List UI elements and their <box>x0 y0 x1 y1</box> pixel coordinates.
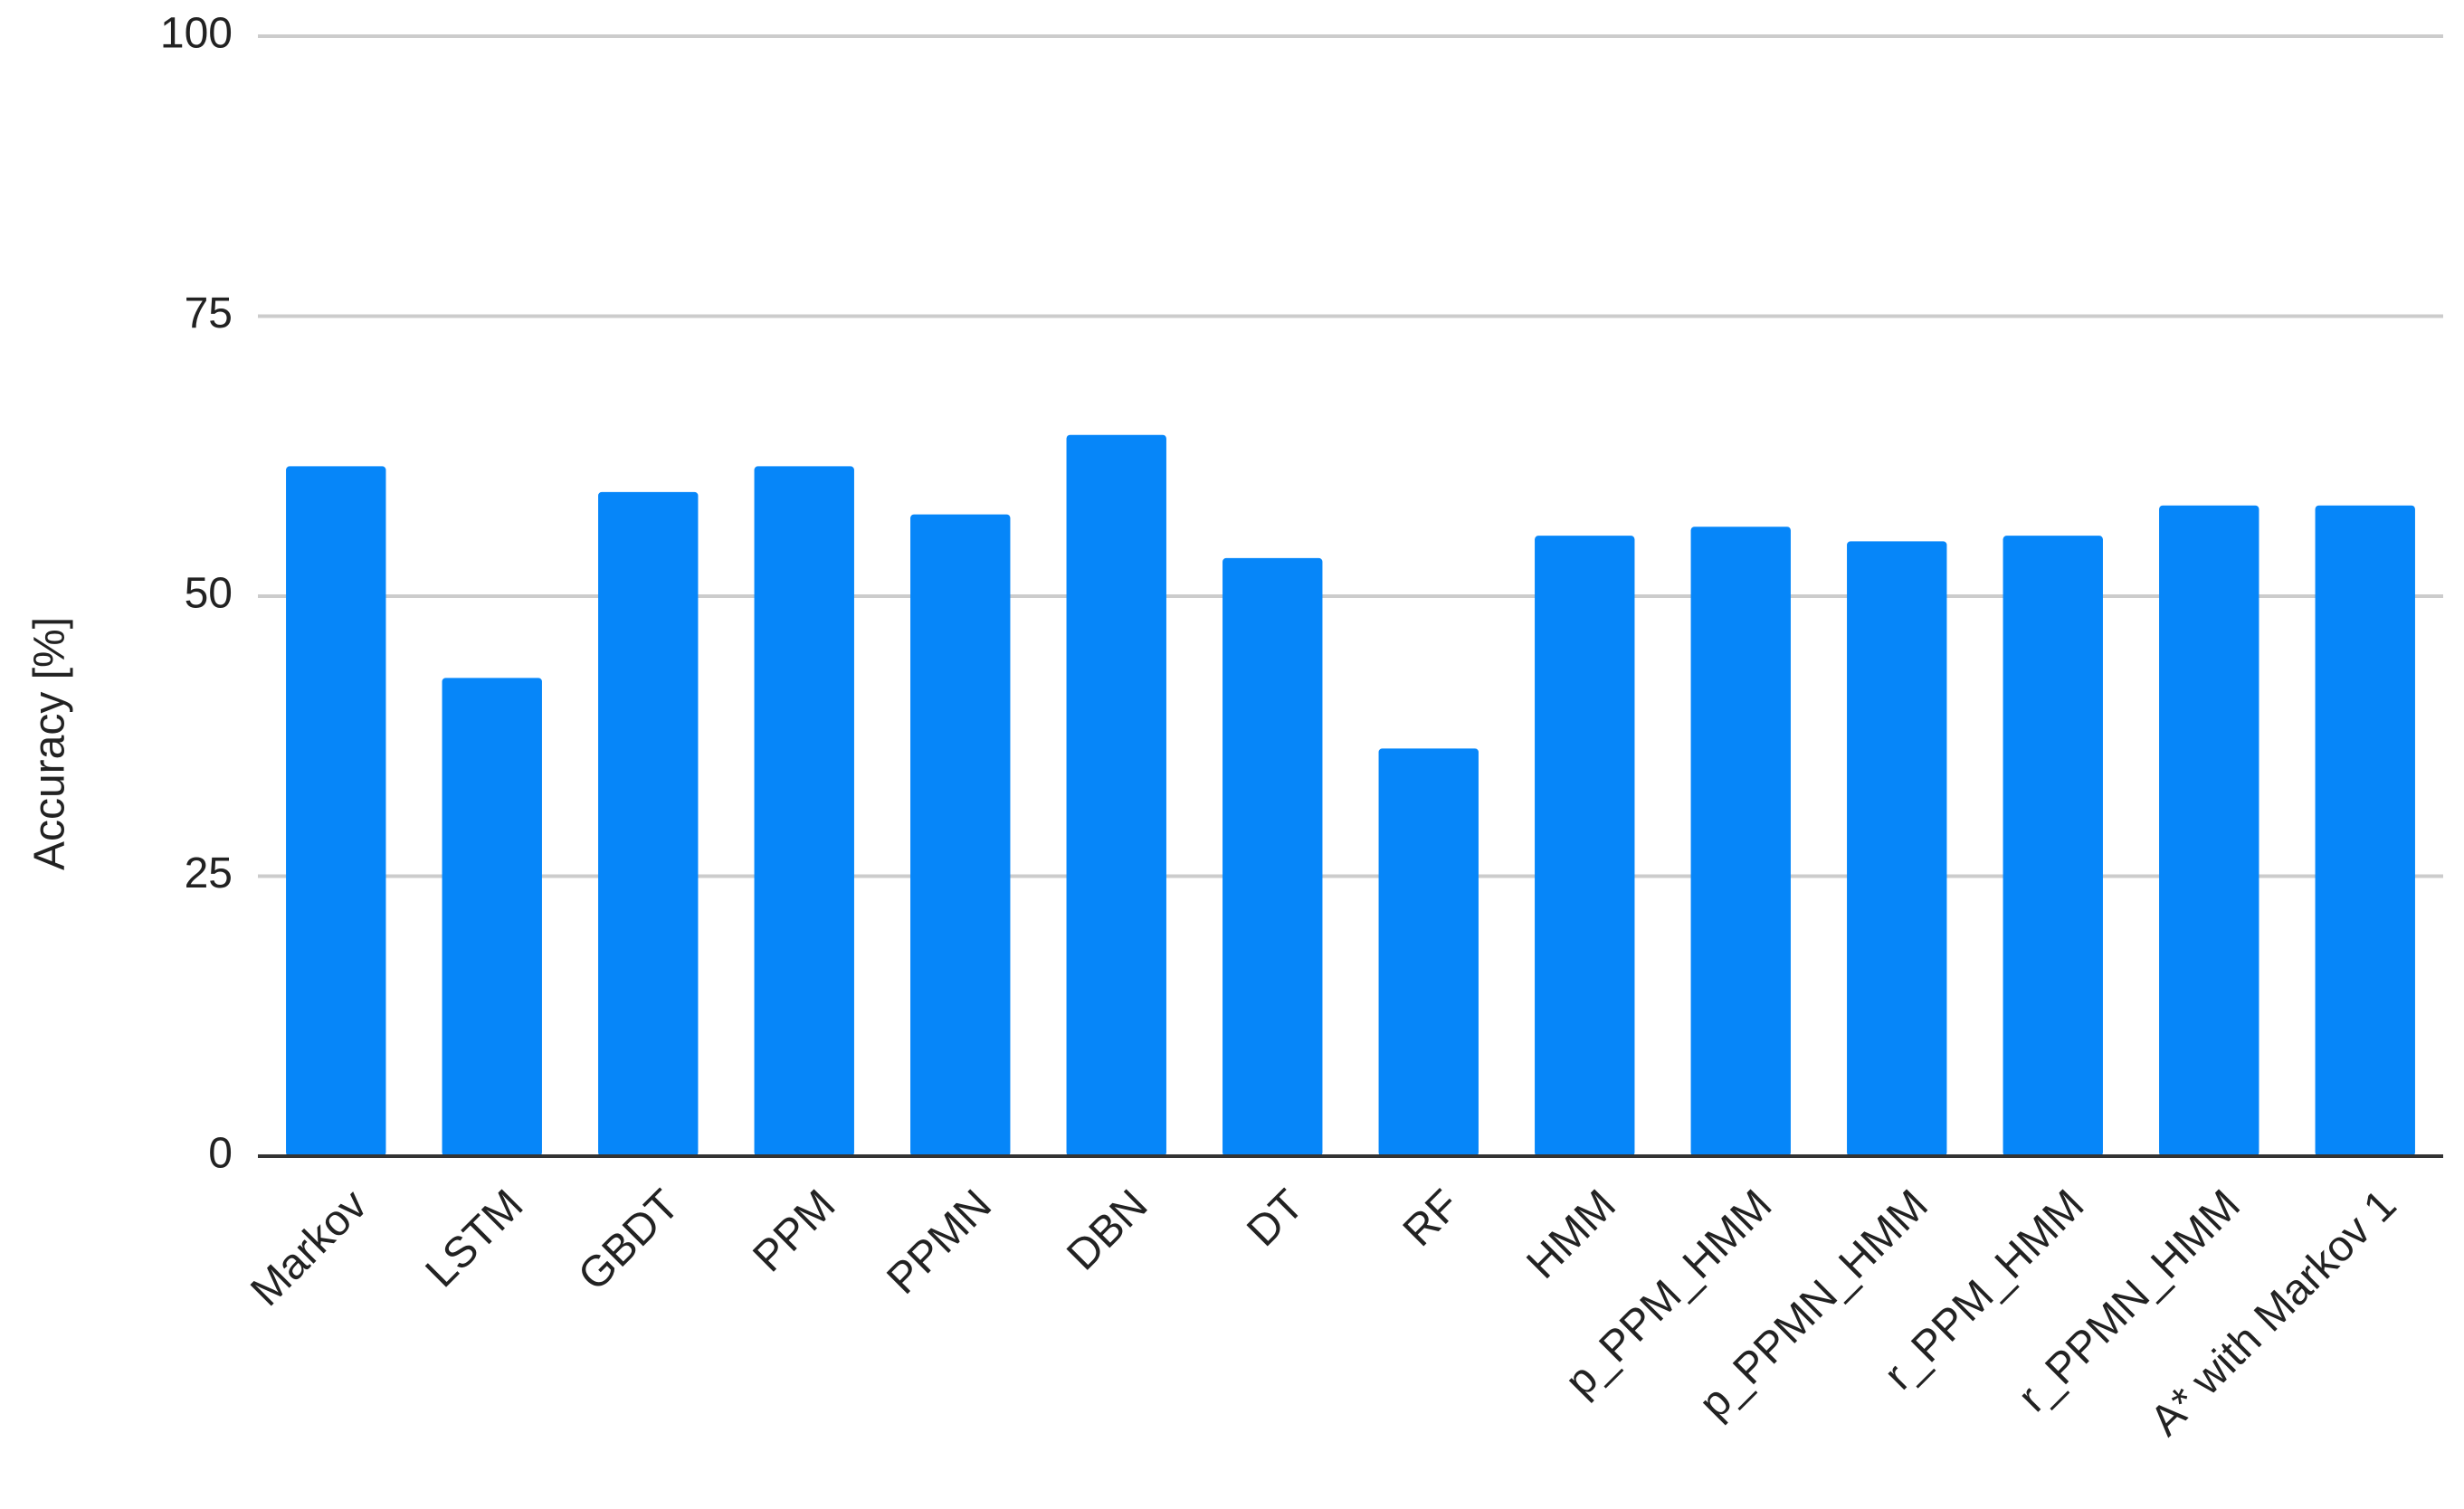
bar <box>286 466 386 1156</box>
bar <box>910 514 1011 1156</box>
bar <box>1690 527 1791 1156</box>
x-tick-label: GBDT <box>569 1181 689 1300</box>
x-tick-label: LSTM <box>416 1181 532 1296</box>
y-tick-label: 25 <box>185 849 233 897</box>
bar <box>2315 505 2415 1156</box>
bar <box>1222 557 1323 1156</box>
x-tick-label: Markov <box>242 1181 376 1315</box>
y-axis-label: Accuracy [%] <box>26 617 74 870</box>
bar <box>598 491 699 1156</box>
y-tick-label: 50 <box>185 570 233 618</box>
y-tick-label: 75 <box>185 289 233 337</box>
x-tick-label: HMM <box>1517 1181 1625 1288</box>
x-tick-label: PPM <box>744 1181 844 1281</box>
y-tick-label: 100 <box>160 10 233 58</box>
bar <box>1066 434 1166 1156</box>
bar <box>754 466 854 1156</box>
bar <box>1378 748 1479 1156</box>
x-tick-label: DBN <box>1058 1181 1156 1279</box>
x-tick-label: RF <box>1394 1181 1470 1256</box>
bar <box>442 678 542 1156</box>
bar <box>1847 541 1947 1156</box>
bar <box>1535 536 1635 1156</box>
x-tick-label: DT <box>1238 1181 1313 1256</box>
bar <box>2159 505 2259 1156</box>
x-tick-label: PPMN <box>878 1181 1001 1304</box>
y-tick-label: 0 <box>208 1130 233 1178</box>
bar <box>2003 536 2103 1156</box>
